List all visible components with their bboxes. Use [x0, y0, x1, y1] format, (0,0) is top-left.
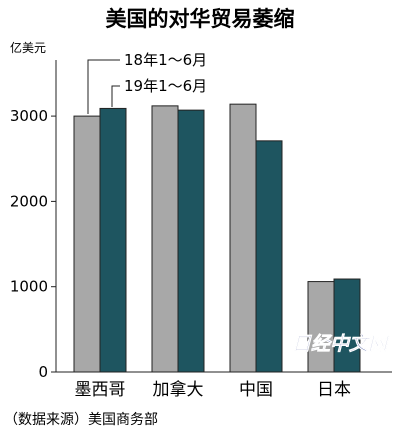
- bar-series-1-0: [73, 115, 101, 373]
- legend-series-2-label: 19年1～6月: [124, 77, 207, 95]
- category-label: 日本: [317, 380, 351, 400]
- y-tick-label: 3000: [10, 107, 48, 125]
- bar-series-1-2: [229, 103, 257, 373]
- bar-series-1-1: [151, 105, 179, 373]
- category-label: 中国: [239, 380, 273, 400]
- bar-series-2-2: [255, 140, 283, 373]
- legend-series-1-label: 18年1～6月: [124, 51, 207, 69]
- source-note: （数据来源）美国商务部: [4, 412, 158, 428]
- y-tick-label: 2000: [10, 192, 48, 210]
- bar-series-1-3: [307, 281, 335, 373]
- y-tick-label: 0: [38, 363, 48, 381]
- watermark-logo: 日经中文网: [292, 333, 390, 355]
- y-axis-ticks: 0 1000 2000 3000: [10, 107, 56, 381]
- bar-series-2-0: [99, 107, 127, 373]
- legend-leader-series-2: [111, 85, 120, 107]
- bar-series-2-1: [177, 109, 205, 373]
- bar-series-2-3: [333, 278, 361, 373]
- category-labels: 墨西哥 加拿大 中国 日本: [75, 379, 352, 400]
- y-tick-label: 1000: [10, 278, 48, 296]
- chart-title: 美国的对华贸易萎缩: [106, 7, 295, 31]
- category-label: 加拿大: [153, 379, 204, 400]
- legend-leader-series-1: [87, 59, 120, 114]
- y-unit-label: 亿美元: [10, 40, 46, 55]
- category-label: 墨西哥: [75, 380, 126, 400]
- bars: [73, 103, 361, 373]
